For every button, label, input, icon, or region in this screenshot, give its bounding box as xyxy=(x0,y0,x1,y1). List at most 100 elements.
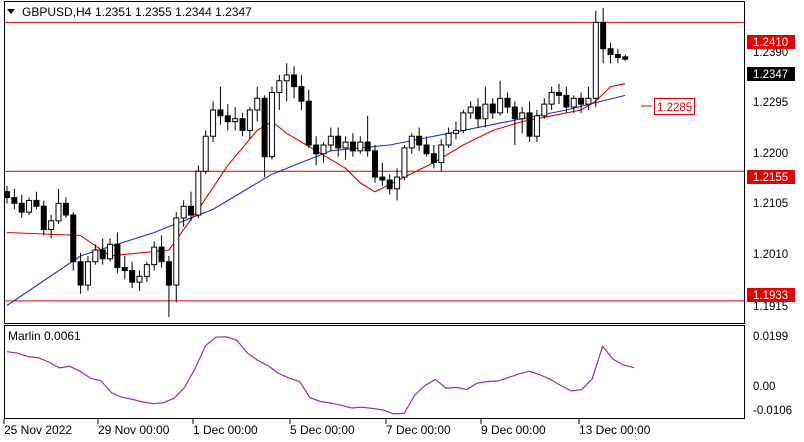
candle[interactable] xyxy=(416,127,423,151)
indicator-tick: 0.00 xyxy=(753,381,775,393)
candle[interactable] xyxy=(460,109,467,134)
candle[interactable] xyxy=(622,54,629,61)
candle[interactable] xyxy=(70,212,77,271)
candle[interactable] xyxy=(261,95,268,178)
candle[interactable] xyxy=(92,244,99,265)
candle[interactable] xyxy=(423,136,430,157)
candle[interactable] xyxy=(136,270,143,291)
candle[interactable] xyxy=(482,86,489,128)
candle[interactable] xyxy=(563,86,570,113)
candle[interactable] xyxy=(320,142,327,163)
candle[interactable] xyxy=(452,121,459,140)
candle[interactable] xyxy=(327,127,334,151)
time-tick: 29 Nov 00:00 xyxy=(98,423,170,437)
candle[interactable] xyxy=(283,63,290,102)
candle[interactable] xyxy=(291,66,298,99)
candle[interactable] xyxy=(40,200,47,236)
candle[interactable] xyxy=(151,241,158,271)
candle[interactable] xyxy=(210,101,217,143)
candle[interactable] xyxy=(26,197,33,216)
candle[interactable] xyxy=(497,80,504,116)
candle[interactable] xyxy=(489,98,496,119)
candle[interactable] xyxy=(202,130,209,175)
candle[interactable] xyxy=(165,255,172,318)
candle[interactable] xyxy=(180,200,187,227)
candle[interactable] xyxy=(592,10,599,108)
level-price-label: 1.2155 xyxy=(753,172,788,184)
candle[interactable] xyxy=(511,101,518,145)
candle[interactable] xyxy=(55,188,62,224)
candle[interactable] xyxy=(556,83,562,105)
candle[interactable] xyxy=(268,86,275,160)
candle-body xyxy=(600,21,607,50)
candle-body xyxy=(563,94,570,108)
candle[interactable] xyxy=(18,194,25,218)
candle[interactable] xyxy=(232,107,239,131)
candle[interactable] xyxy=(342,136,349,160)
candle[interactable] xyxy=(224,104,231,131)
candle[interactable] xyxy=(533,109,540,143)
candle[interactable] xyxy=(541,98,548,119)
candle-body xyxy=(313,144,320,155)
time-tick: 1 Dec 00:00 xyxy=(193,423,258,437)
candle[interactable] xyxy=(357,136,364,154)
candle[interactable] xyxy=(48,215,55,239)
candle[interactable] xyxy=(475,98,482,128)
candle[interactable] xyxy=(11,188,18,210)
candle[interactable] xyxy=(114,232,121,274)
candle[interactable] xyxy=(254,86,261,122)
candle[interactable] xyxy=(313,136,320,166)
candle[interactable] xyxy=(526,101,533,143)
candle[interactable] xyxy=(386,174,393,195)
candle-body xyxy=(556,91,562,96)
candle[interactable] xyxy=(408,133,415,154)
candle[interactable] xyxy=(173,212,180,303)
candle[interactable] xyxy=(143,261,150,283)
candle[interactable] xyxy=(519,107,526,134)
candle[interactable] xyxy=(62,197,69,218)
candle[interactable] xyxy=(585,86,592,110)
candle[interactable] xyxy=(298,74,305,110)
candle[interactable] xyxy=(607,42,614,64)
candle[interactable] xyxy=(84,255,91,291)
candle[interactable] xyxy=(217,86,224,125)
candle[interactable] xyxy=(430,144,437,169)
candle[interactable] xyxy=(394,168,401,201)
candle[interactable] xyxy=(246,107,253,140)
candle[interactable] xyxy=(276,74,283,110)
candle[interactable] xyxy=(364,115,371,157)
candle-body xyxy=(254,97,261,111)
candle[interactable] xyxy=(467,101,474,119)
current-price-value: 1.2347 xyxy=(753,69,788,81)
candle[interactable] xyxy=(188,191,194,221)
candle[interactable] xyxy=(600,7,607,64)
candle[interactable] xyxy=(77,252,84,294)
candle[interactable] xyxy=(335,127,342,157)
candle[interactable] xyxy=(349,133,356,157)
candle[interactable] xyxy=(305,89,312,148)
candle[interactable] xyxy=(121,255,128,280)
candle[interactable] xyxy=(614,48,621,64)
candle[interactable] xyxy=(401,144,408,181)
candle[interactable] xyxy=(372,144,378,183)
candle[interactable] xyxy=(99,238,106,265)
candle[interactable] xyxy=(438,139,445,172)
candle[interactable] xyxy=(158,235,165,268)
candle[interactable] xyxy=(570,95,577,113)
candle[interactable] xyxy=(379,162,386,186)
candle[interactable] xyxy=(239,112,246,137)
candle-body xyxy=(452,129,459,134)
candle[interactable] xyxy=(578,92,585,113)
level-label-2: 1.1933 xyxy=(747,288,795,302)
candle[interactable] xyxy=(445,127,452,148)
candle[interactable] xyxy=(195,165,202,218)
candle[interactable] xyxy=(33,191,40,210)
candle[interactable] xyxy=(107,238,114,262)
candle[interactable] xyxy=(129,261,136,288)
candle[interactable] xyxy=(504,92,511,113)
candle-body xyxy=(48,220,55,231)
candle[interactable] xyxy=(548,86,555,110)
symbol-dropdown-icon[interactable] xyxy=(7,9,15,14)
candle[interactable] xyxy=(5,185,10,204)
